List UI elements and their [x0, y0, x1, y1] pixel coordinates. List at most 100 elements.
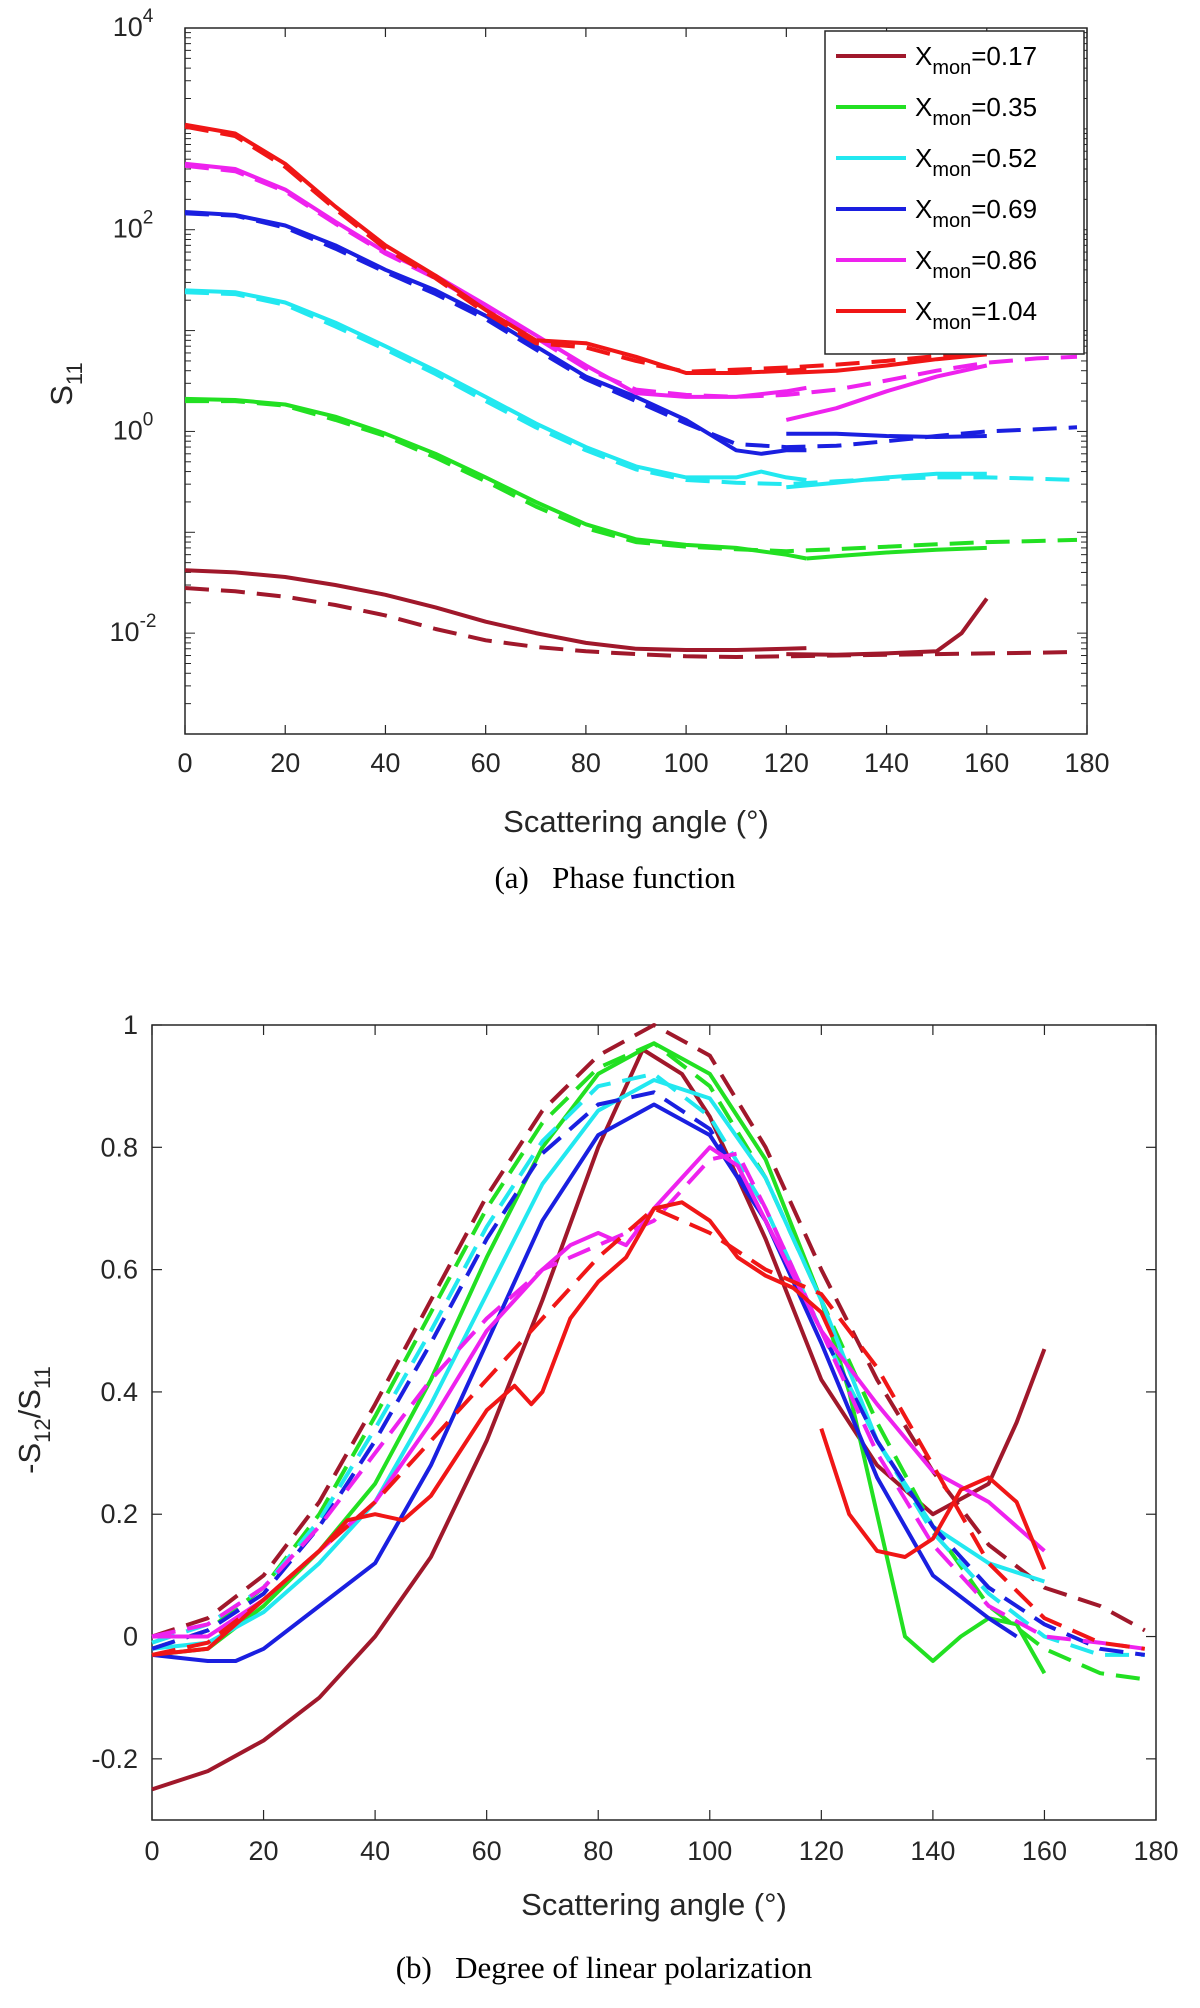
y-tick-label-a-base: 10 — [113, 12, 143, 42]
legend-label-main: X — [915, 194, 932, 224]
series-0-dashed-line — [184, 586, 1078, 659]
plot-area-b — [151, 1024, 1157, 1821]
x-tick-label-b: 180 — [1133, 1836, 1178, 1866]
dolp-series-3-solid-line — [151, 1102, 1018, 1663]
y-tick-label-a-exp: 2 — [143, 208, 154, 229]
series-5-solid-line — [184, 122, 807, 375]
legend-label-sub: mon — [932, 210, 971, 232]
x-axis-label-a: Scattering angle (°) — [503, 804, 769, 839]
dolp-series-4-dashed-line — [151, 1151, 1146, 1651]
legend-box — [824, 30, 1085, 355]
x-tick-label-b: 140 — [910, 1836, 955, 1866]
series-2-solid-line-2 — [786, 471, 987, 490]
caption-a: (a) Phase function — [494, 860, 736, 895]
linear-polarization-chart: 0 20 40 60 80 100 120 140 160 180 -0.2 0 0.2 0.4 0.6 0.… — [12, 1010, 1179, 1985]
dolp-series-3-dashed-line — [151, 1090, 1146, 1657]
series-3-solid-line-2 — [786, 431, 987, 439]
legend-label-sub: mon — [932, 312, 971, 334]
legend-label-sub: mon — [932, 159, 971, 181]
dolp-series-2-dashed-line — [151, 1071, 1145, 1657]
legend-label-value: =0.17 — [971, 41, 1037, 71]
dolp-series-0-dashed-line — [151, 1023, 1146, 1639]
legend-label: Xmon=0.69 — [915, 194, 1037, 232]
y-tick-label-b: 0.2 — [100, 1499, 138, 1529]
legend-label: Xmon=0.86 — [915, 245, 1037, 283]
series-1-solid-line — [184, 396, 807, 561]
legend-label-main: X — [915, 41, 932, 71]
legend-label: Xmon=0.35 — [915, 92, 1037, 130]
series-0-solid-line-2 — [786, 597, 989, 657]
caption-b: (b) Degree of linear polarization — [396, 1950, 813, 1985]
series-3-solid-line — [184, 210, 807, 456]
legend-label-value: =0.69 — [971, 194, 1037, 224]
y-tick-label-a: 104 — [113, 6, 154, 42]
y-tick-label-a-exp: 4 — [143, 6, 154, 27]
legend-label: Xmon=0.17 — [915, 41, 1037, 79]
y-tick-label-b: 0.6 — [100, 1255, 138, 1285]
legend-label: Xmon=1.04 — [915, 296, 1037, 334]
series-4-solid-line-2 — [785, 363, 988, 422]
x-tick-label-a: 60 — [471, 748, 501, 778]
series-5-dashed-line — [184, 124, 1078, 374]
x-tick-label-b: 160 — [1022, 1836, 1067, 1866]
legend-label-main: X — [915, 296, 932, 326]
y-tick-label-a-base: 10 — [110, 617, 140, 647]
legend-label-main: X — [915, 92, 932, 122]
legend-label-value: =0.86 — [971, 245, 1037, 275]
series-1-dashed-line — [185, 399, 1078, 554]
y-tick-label-a: 102 — [113, 208, 154, 244]
y-axis-label-a: S11 — [44, 362, 87, 406]
series-2-solid-line — [184, 288, 807, 482]
y-axis-label-b-main: -S — [12, 1443, 47, 1474]
y-tick-label-b: 0.4 — [100, 1377, 138, 1407]
y-tick-label-a-base: 10 — [113, 415, 143, 445]
dolp-series-5-solid-line — [151, 1200, 835, 1657]
x-tick-label-a: 20 — [270, 748, 300, 778]
legend-label-value: =0.52 — [971, 143, 1037, 173]
legend-label-value: =1.04 — [971, 296, 1037, 326]
legend-label: Xmon=0.52 — [915, 143, 1037, 181]
y-tick-label-b: 0 — [123, 1622, 138, 1652]
legend-label-sub: mon — [932, 108, 971, 130]
series-4-solid-line — [184, 161, 807, 399]
y-axis-label-a-sub: 11 — [62, 362, 87, 385]
y-tick-label-b: -0.2 — [91, 1744, 138, 1774]
x-tick-label-b: 20 — [249, 1836, 279, 1866]
series-2-dashed-line — [184, 290, 1078, 487]
y-tick-label-a-exp: 0 — [143, 409, 154, 430]
y-tick-label-a-exp: -2 — [140, 611, 157, 632]
x-tick-label-b: 100 — [687, 1836, 732, 1866]
legend-label-sub: mon — [932, 261, 971, 283]
legend-label-main: X — [915, 245, 932, 275]
series-1-solid-line-2 — [806, 545, 987, 561]
x-tick-label-a: 0 — [177, 748, 192, 778]
x-tick-label-b: 60 — [472, 1836, 502, 1866]
y-tick-label-a: 100 — [113, 409, 154, 445]
legend-label-sub: mon — [932, 57, 971, 79]
dolp-series-5-solid-line-2 — [819, 1427, 1047, 1571]
y-tick-label-a: 10-2 — [110, 611, 157, 647]
x-tick-label-a: 100 — [664, 748, 709, 778]
series-0-solid-line — [184, 568, 807, 652]
y-tick-label-a-base: 10 — [113, 214, 143, 244]
y-tick-label-b: 1 — [123, 1010, 138, 1040]
x-tick-label-b: 40 — [360, 1836, 390, 1866]
x-tick-label-a: 80 — [571, 748, 601, 778]
y-axis-label-b-sub2: 11 — [30, 1366, 55, 1389]
y-axis-label-b: -S12/S11 — [12, 1366, 55, 1474]
legend-label-main: X — [915, 143, 932, 173]
x-tick-label-b: 120 — [799, 1836, 844, 1866]
legend: Xmon=0.17Xmon=0.35Xmon=0.52Xmon=0.69Xmon… — [824, 30, 1085, 355]
series-5-solid-line-2 — [786, 352, 987, 375]
y-tick-label-b: 0.8 — [100, 1132, 138, 1162]
y-axis-label-b-sub1: 12 — [30, 1418, 55, 1442]
legend-label-value: =0.35 — [971, 92, 1037, 122]
x-tick-label-a: 40 — [370, 748, 400, 778]
y-axis-label-a-main: S — [44, 385, 79, 406]
x-tick-label-a: 180 — [1064, 748, 1109, 778]
y-axis-label-b-mid: /S — [12, 1389, 47, 1418]
x-tick-label-a: 160 — [964, 748, 1009, 778]
x-tick-label-a: 140 — [864, 748, 909, 778]
